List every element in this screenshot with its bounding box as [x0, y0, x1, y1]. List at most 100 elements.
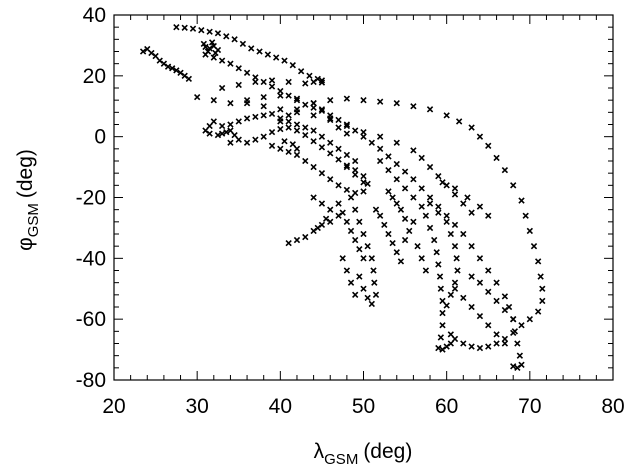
- data-point: [435, 209, 442, 216]
- data-point: [227, 127, 234, 134]
- y-axis-subscript: GSM: [25, 203, 42, 237]
- data-point: [268, 110, 276, 118]
- x-axis-label: λGSM (deg): [314, 440, 413, 468]
- data-point: [302, 233, 309, 241]
- data-point: [468, 124, 475, 131]
- x-tick-label: 40: [269, 395, 292, 418]
- data-point: [476, 255, 484, 262]
- x-tick-label: 30: [185, 395, 208, 418]
- data-point: [476, 203, 484, 210]
- data-point: [273, 54, 280, 61]
- data-point: [243, 97, 251, 104]
- data-point: [401, 215, 409, 222]
- data-point: [372, 206, 380, 213]
- data-point: [260, 112, 267, 119]
- y-tick-label: 0: [94, 126, 106, 149]
- data-point: [343, 151, 351, 159]
- data-point: [501, 306, 509, 314]
- data-point: [139, 48, 147, 55]
- data-point: [360, 188, 367, 195]
- data-point: [455, 118, 463, 125]
- data-point: [439, 179, 446, 186]
- data-point: [310, 112, 317, 119]
- data-point: [181, 24, 188, 31]
- data-point: [393, 200, 400, 207]
- data-point: [347, 279, 355, 286]
- data-point: [335, 145, 342, 152]
- data-point: [252, 78, 259, 86]
- data-point: [468, 209, 475, 216]
- data-point: [534, 308, 542, 315]
- data-point: [239, 40, 247, 48]
- data-point: [343, 162, 351, 169]
- data-point: [437, 285, 445, 292]
- data-point: [281, 138, 288, 145]
- data-point: [510, 329, 517, 337]
- data-point: [485, 212, 492, 219]
- data-point: [447, 291, 454, 298]
- data-point: [418, 255, 425, 262]
- data-point: [401, 236, 409, 244]
- data-point: [401, 168, 409, 175]
- data-point: [401, 185, 409, 192]
- data-point: [327, 176, 334, 183]
- x-tick-label: 60: [435, 395, 458, 418]
- data-point: [426, 106, 434, 113]
- data-point: [235, 118, 242, 125]
- data-point: [352, 189, 359, 197]
- data-point: [460, 200, 467, 207]
- data-point: [264, 51, 272, 58]
- data-point: [530, 243, 538, 250]
- data-point: [227, 139, 234, 146]
- data-point: [343, 95, 351, 102]
- data-point: [453, 255, 460, 262]
- data-point: [385, 153, 392, 160]
- data-point: [293, 145, 301, 152]
- data-point: [285, 118, 292, 125]
- data-point: [451, 285, 459, 292]
- data-point: [306, 72, 313, 79]
- data-point: [451, 335, 459, 343]
- data-point: [360, 255, 367, 262]
- data-point: [335, 124, 342, 131]
- data-point: [360, 97, 367, 104]
- data-point: [277, 115, 284, 122]
- data-point: [268, 142, 276, 149]
- data-point: [260, 78, 267, 86]
- data-point: [277, 125, 284, 133]
- data-point: [526, 316, 533, 323]
- data-point: [318, 133, 326, 140]
- data-point: [436, 273, 444, 280]
- data-point: [476, 312, 484, 320]
- data-point: [285, 239, 292, 247]
- data-point: [327, 116, 334, 124]
- data-point: [443, 218, 450, 225]
- data-point: [360, 128, 367, 136]
- data-point: [327, 150, 334, 157]
- ticks-layer: [113, 14, 614, 381]
- data-point: [385, 166, 392, 174]
- data-point: [468, 303, 475, 311]
- data-point: [518, 197, 525, 204]
- data-point: [214, 30, 222, 37]
- data-point: [302, 101, 309, 108]
- data-point: [227, 60, 234, 67]
- data-point: [210, 97, 217, 104]
- data-point: [210, 54, 217, 61]
- data-point: [418, 185, 425, 192]
- data-point: [352, 157, 359, 165]
- data-point: [364, 294, 371, 302]
- data-point: [173, 67, 180, 74]
- data-point: [248, 45, 255, 52]
- data-point: [501, 293, 509, 300]
- data-point: [418, 203, 425, 210]
- data-point: [243, 115, 251, 122]
- data-point: [223, 33, 230, 40]
- data-point: [426, 194, 434, 201]
- data-point: [352, 206, 359, 213]
- data-point: [518, 322, 525, 329]
- data-point: [393, 176, 400, 183]
- data-point: [293, 127, 301, 134]
- data-point: [252, 113, 259, 121]
